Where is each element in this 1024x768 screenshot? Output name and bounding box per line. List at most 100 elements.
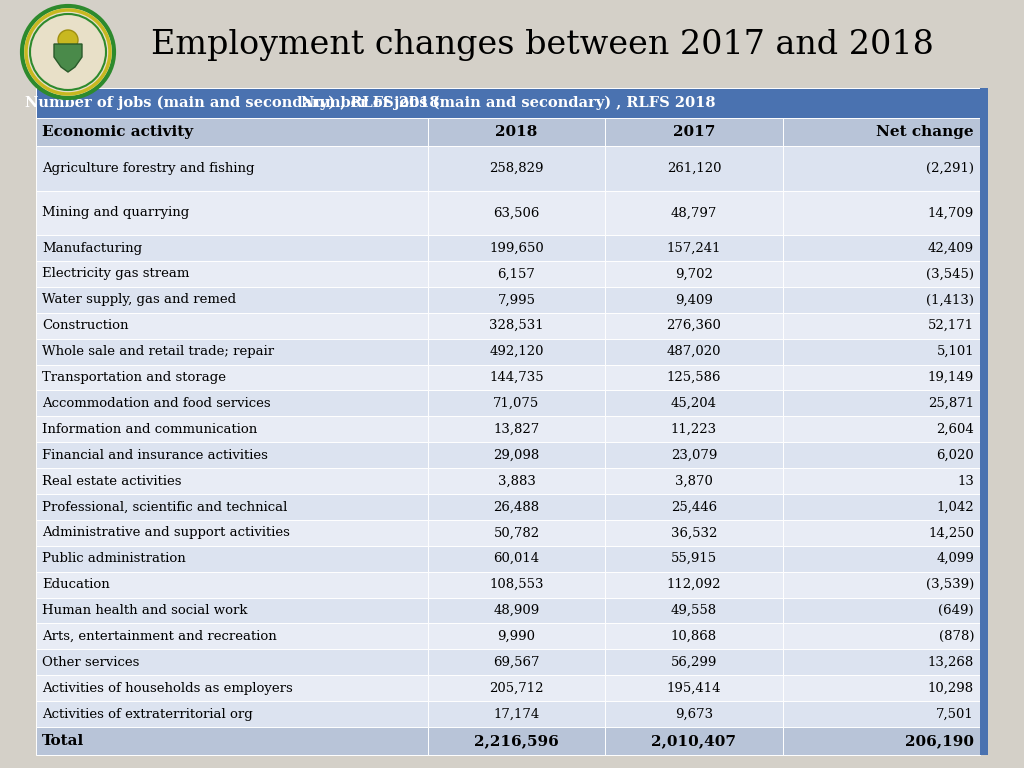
Bar [36,520,428,546]
Text: (1,413): (1,413) [926,293,974,306]
Text: 6,020: 6,020 [936,449,974,462]
Bar [36,727,428,755]
Bar [605,624,782,649]
Bar [605,468,782,494]
Bar [36,261,428,287]
Text: (2,291): (2,291) [926,162,974,175]
Bar [782,649,980,675]
Bar [782,390,980,416]
Bar [36,118,428,146]
Bar [36,571,428,598]
Bar [782,313,980,339]
Bar [605,146,782,190]
Bar [36,442,428,468]
Bar [428,468,605,494]
Text: 258,829: 258,829 [489,162,544,175]
Text: 108,553: 108,553 [489,578,544,591]
Text: 3,870: 3,870 [675,475,713,488]
Text: Mining and quarrying: Mining and quarrying [42,207,189,220]
Bar [428,88,605,118]
Text: 56,299: 56,299 [671,656,717,669]
Text: 9,990: 9,990 [498,630,536,643]
Text: 487,020: 487,020 [667,345,721,358]
Text: 19,149: 19,149 [928,371,974,384]
Bar [428,235,605,261]
Text: 205,712: 205,712 [489,682,544,695]
Text: 1,042: 1,042 [936,501,974,514]
Text: Whole sale and retail trade; repair: Whole sale and retail trade; repair [42,345,274,358]
Text: 25,446: 25,446 [671,501,717,514]
Bar [605,313,782,339]
Text: 13,268: 13,268 [928,656,974,669]
Text: 9,673: 9,673 [675,707,713,720]
Text: Human health and social work: Human health and social work [42,604,248,617]
Polygon shape [54,44,82,72]
Text: Information and communication: Information and communication [42,422,257,435]
Bar [782,287,980,313]
Bar [605,649,782,675]
Text: Activities of households as employers: Activities of households as employers [42,682,293,695]
Bar [605,287,782,313]
Bar [782,598,980,624]
Text: 9,409: 9,409 [675,293,713,306]
Text: Agriculture forestry and fishing: Agriculture forestry and fishing [42,162,255,175]
Bar [605,571,782,598]
Text: 52,171: 52,171 [928,319,974,333]
Bar [428,624,605,649]
Bar [605,675,782,701]
Bar [428,390,605,416]
Text: Arts, entertainment and recreation: Arts, entertainment and recreation [42,630,276,643]
Text: Public administration: Public administration [42,552,185,565]
Bar [36,390,428,416]
Bar [782,494,980,520]
Text: (878): (878) [939,630,974,643]
Bar [428,190,605,235]
Bar [605,520,782,546]
Bar [428,442,605,468]
Bar [428,571,605,598]
Bar [36,339,428,365]
Bar [36,365,428,390]
Text: Other services: Other services [42,656,139,669]
Bar [782,442,980,468]
Bar [36,624,428,649]
Bar [782,365,980,390]
Bar [605,339,782,365]
Bar [605,727,782,755]
Bar [36,287,428,313]
Bar [605,390,782,416]
Text: 9,702: 9,702 [675,267,713,280]
Bar [428,118,605,146]
Text: 2017: 2017 [673,125,715,139]
Text: 42,409: 42,409 [928,241,974,254]
Bar [36,494,428,520]
Bar [36,546,428,571]
Text: 7,995: 7,995 [498,293,536,306]
Text: 13: 13 [957,475,974,488]
Text: 328,531: 328,531 [489,319,544,333]
Text: 157,241: 157,241 [667,241,721,254]
Text: 11,223: 11,223 [671,422,717,435]
Bar [428,675,605,701]
Bar [605,88,782,118]
Text: 69,567: 69,567 [494,656,540,669]
Bar [428,287,605,313]
Text: 2,604: 2,604 [936,422,974,435]
Text: Net change: Net change [877,125,974,139]
Bar [605,442,782,468]
Text: 49,558: 49,558 [671,604,717,617]
Text: Education: Education [42,578,110,591]
Bar [36,190,428,235]
Text: 206,190: 206,190 [905,734,974,748]
Bar [428,701,605,727]
Bar [428,365,605,390]
Bar [36,649,428,675]
Text: 144,735: 144,735 [489,371,544,384]
Text: Employment changes between 2017 and 2018: Employment changes between 2017 and 2018 [151,29,934,61]
Text: 48,909: 48,909 [494,604,540,617]
Text: 26,488: 26,488 [494,501,540,514]
Bar [36,468,428,494]
Text: 125,586: 125,586 [667,371,721,384]
Bar [782,701,980,727]
Bar [428,416,605,442]
